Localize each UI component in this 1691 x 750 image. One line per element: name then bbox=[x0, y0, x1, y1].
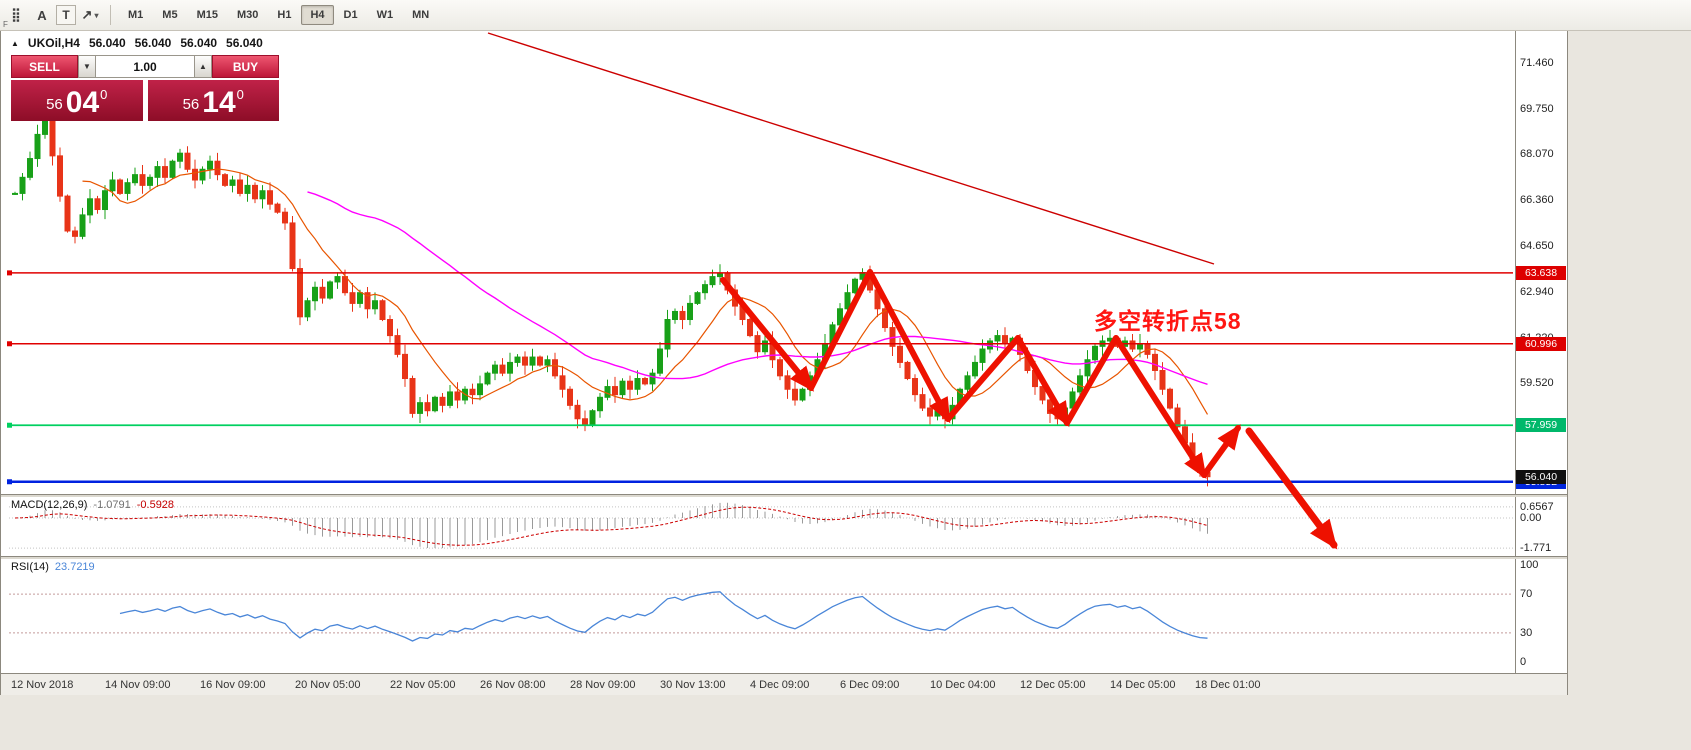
chart-text-annotation: 多空转折点58 bbox=[1094, 308, 1242, 334]
drawing-tools-icon: ↗ bbox=[81, 7, 93, 22]
bid-integer: 56 bbox=[46, 96, 63, 113]
low-value: 56.040 bbox=[180, 36, 218, 50]
bid-price-display[interactable]: 56 04 0 bbox=[11, 80, 143, 121]
macd-main-value: -1.0791 bbox=[93, 499, 131, 511]
chart-window: ▲ UKOil,H4 56.040 56.040 56.040 56.040 S… bbox=[0, 31, 1568, 695]
rsi-value: 23.7219 bbox=[54, 561, 95, 573]
ask-pips: 14 bbox=[202, 86, 236, 119]
rsi-label: RSI(14) 23.7219 bbox=[11, 561, 95, 573]
time-label: 18 Dec 01:00 bbox=[1195, 679, 1261, 691]
grid-glyph: ⣿ bbox=[11, 7, 21, 22]
time-label: 30 Nov 13:00 bbox=[660, 679, 726, 691]
axis-price-label: 66.360 bbox=[1520, 193, 1554, 206]
sell-button[interactable]: SELL bbox=[11, 55, 78, 78]
volume-increase-button[interactable]: ▲ bbox=[194, 55, 212, 78]
rsi-axis-label: 0 bbox=[1520, 656, 1527, 668]
level-handle bbox=[7, 270, 12, 276]
timeframe-list: M1 M5 M15 M30 H1 H4 D1 W1 MN bbox=[119, 5, 438, 25]
bid-pips: 04 bbox=[65, 86, 100, 119]
drawing-tools-dropdown[interactable]: ↗ ▾ bbox=[78, 3, 102, 27]
rsi-panel-canvas[interactable] bbox=[1, 559, 1515, 673]
time-label: 4 Dec 09:00 bbox=[750, 679, 810, 691]
axis-price-label: 71.460 bbox=[1520, 57, 1554, 70]
candles-group bbox=[12, 107, 1211, 487]
axis-price-label: 69.750 bbox=[1520, 102, 1554, 115]
chart-ohlc-header: ▲ UKOil,H4 56.040 56.040 56.040 56.040 bbox=[11, 36, 263, 50]
level-handle bbox=[7, 479, 12, 485]
rsi-axis-label: 70 bbox=[1520, 588, 1533, 601]
timeframe-button-H1[interactable]: H1 bbox=[277, 9, 292, 21]
time-label: 14 Nov 09:00 bbox=[105, 679, 171, 691]
macd-axis-label: 0.6567 bbox=[1520, 500, 1554, 513]
chart-marker-icon: ▲ bbox=[11, 38, 19, 48]
axis-price-label: 64.650 bbox=[1520, 239, 1554, 252]
price-level-badge: 60.996 bbox=[1516, 336, 1566, 351]
timeframe-button-W1[interactable]: W1 bbox=[376, 9, 394, 21]
panel-splitter[interactable] bbox=[1, 556, 1567, 559]
arrow-tool-icon[interactable]: A bbox=[37, 7, 47, 23]
axis-price-label: 62.940 bbox=[1520, 285, 1554, 298]
timeframe-button-MN[interactable]: MN bbox=[412, 9, 430, 21]
close-value: 56.040 bbox=[226, 36, 263, 50]
price-level-badge: 56.040 bbox=[1516, 469, 1566, 484]
bid-point: 0 bbox=[100, 87, 108, 102]
price-level-badge: 63.638 bbox=[1516, 265, 1566, 280]
time-axis[interactable]: 12 Nov 2018 14 Nov 09:00 16 Nov 09:00 20 No… bbox=[1, 673, 1567, 695]
one-click-trade-panel: SELL ▼ ▲ BUY 56 04 0 56 14 0 bbox=[11, 55, 279, 121]
time-label: 14 Dec 05:00 bbox=[1110, 679, 1176, 691]
symbol-label: UKOil,H4 bbox=[27, 36, 80, 50]
text-tool-icon[interactable]: T bbox=[56, 5, 76, 25]
trendline bbox=[487, 32, 1215, 265]
buy-button[interactable]: BUY bbox=[212, 55, 279, 78]
macd-axis-label: 0.00 bbox=[1520, 512, 1542, 524]
volume-input[interactable] bbox=[96, 55, 194, 78]
timeframe-button-M30[interactable]: M30 bbox=[236, 9, 259, 21]
rsi-axis-label: 100 bbox=[1520, 559, 1539, 571]
high-value: 56.040 bbox=[134, 36, 172, 50]
level-handle bbox=[7, 341, 12, 347]
ask-price-display[interactable]: 56 14 0 bbox=[147, 80, 279, 121]
time-label: 10 Dec 04:00 bbox=[930, 679, 996, 691]
time-label: 12 Nov 2018 bbox=[11, 679, 74, 691]
grid-tool-icon[interactable]: ⣿ F bbox=[3, 3, 28, 29]
timeframe-button-M1[interactable]: M1 bbox=[128, 9, 144, 21]
time-label: 26 Nov 08:00 bbox=[480, 679, 546, 691]
open-value: 56.040 bbox=[88, 36, 126, 50]
rsi-axis-label: 30 bbox=[1520, 626, 1533, 639]
ask-integer: 56 bbox=[182, 96, 200, 113]
volume-decrease-button[interactable]: ▼ bbox=[78, 55, 96, 78]
macd-signal-value: -0.5928 bbox=[136, 499, 175, 511]
time-label: 20 Nov 05:00 bbox=[295, 679, 361, 691]
ask-point: 0 bbox=[236, 87, 244, 102]
grid-tool-badge: F bbox=[3, 20, 8, 29]
macd-axis-label: -1.771 bbox=[1520, 542, 1552, 555]
level-handle bbox=[7, 422, 12, 428]
toolbar-separator bbox=[110, 5, 111, 25]
panel-splitter[interactable] bbox=[1, 494, 1567, 497]
axis-price-label: 68.070 bbox=[1520, 147, 1554, 160]
macd-label: MACD(12,26,9) -1.0791 -0.5928 bbox=[11, 499, 175, 511]
rsi-line bbox=[119, 591, 1208, 642]
time-label: 22 Nov 05:00 bbox=[390, 679, 456, 691]
time-label: 16 Nov 09:00 bbox=[200, 679, 266, 691]
timeframe-button-H4[interactable]: H4 bbox=[301, 5, 334, 25]
time-label: 28 Nov 09:00 bbox=[570, 679, 636, 691]
toolbar: ⣿ F A T ↗ ▾ M1 M5 M15 M30 H1 H4 D1 W1 MN bbox=[0, 0, 1691, 31]
time-label: 6 Dec 09:00 bbox=[840, 679, 900, 691]
axis-price-label: 59.520 bbox=[1520, 377, 1554, 390]
price-level-badge: 57.959 bbox=[1516, 418, 1566, 433]
chevron-down-icon: ▾ bbox=[94, 10, 99, 20]
timeframe-button-M15[interactable]: M15 bbox=[196, 9, 218, 21]
macd-panel-canvas[interactable] bbox=[1, 497, 1515, 556]
price-axis-divider bbox=[1515, 31, 1516, 673]
macd-signal-line bbox=[14, 506, 1208, 546]
timeframe-button-D1[interactable]: D1 bbox=[343, 9, 358, 21]
time-label: 12 Dec 05:00 bbox=[1020, 679, 1086, 691]
timeframe-button-M5[interactable]: M5 bbox=[162, 9, 178, 21]
macd-histogram bbox=[22, 502, 1208, 549]
